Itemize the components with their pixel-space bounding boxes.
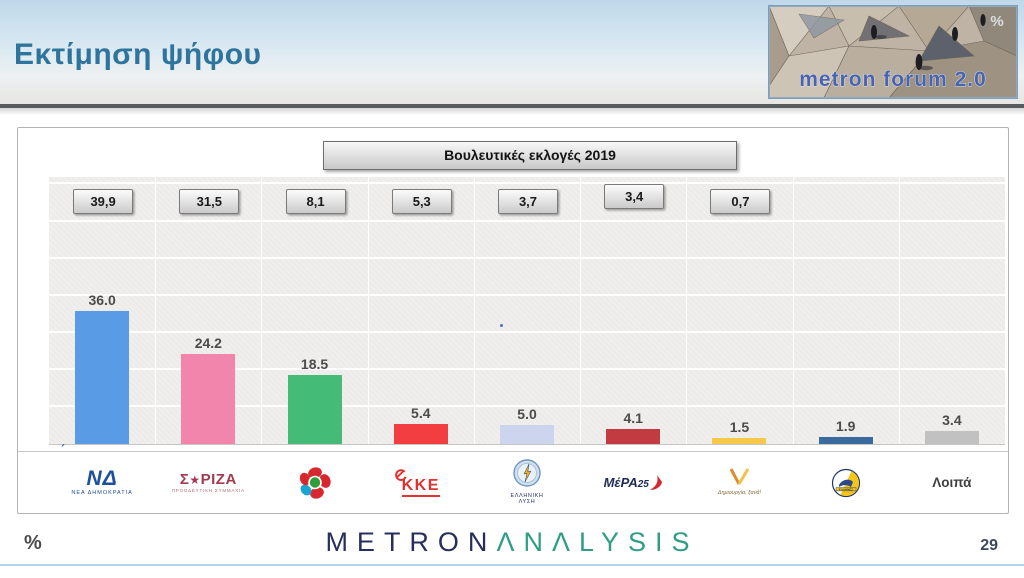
election-2019-value-box: 3,7	[498, 189, 558, 214]
bar-ΣΥΡΙΖΑ	[181, 354, 236, 444]
bar-Δημιουργία Ξανά	[712, 438, 767, 444]
compass-icon	[513, 459, 541, 487]
bar-ΚΚΕ	[393, 423, 448, 444]
bar-value-label: 5.4	[411, 404, 431, 421]
election-2019-value-box: 0,7	[710, 189, 771, 214]
party-cell-mera25: ΜέΡΑ25	[580, 452, 686, 513]
gridline	[49, 367, 1005, 370]
header-divider	[0, 104, 1024, 108]
svg-text:ΕΛΛΗΝΕΣ: ΕΛΛΗΝΕΣ	[839, 487, 853, 491]
gridline	[49, 256, 1005, 259]
nd-logo-icon: ΝΔ ´ ΝΕΑ ΔΗΜΟΚΡΑΤΙΑ	[61, 442, 133, 497]
mera25-logo-icon: ΜέΡΑ25	[604, 474, 663, 492]
gridline	[49, 219, 1005, 222]
kke-logo-icon: ΚΚΕ	[394, 468, 440, 497]
gridline	[49, 293, 1005, 296]
bar-value-label: 4.1	[623, 409, 643, 426]
brand-analysis: ΛNΛLYSIS	[496, 527, 699, 557]
percent-watermark-icon: %	[990, 13, 1003, 30]
elliniki-lysi-logo-icon: ΕΛΛΗΝΙΚΗ ΛΥΣΗ	[511, 459, 544, 506]
party-cell-syriza: Σ★ΡΙΖΑ ΠΡΟΟΔΕΥΤΙΚΗ ΣΥΜΜΑΧΙΑ	[155, 452, 261, 513]
bar-Λοιπά	[924, 431, 979, 444]
brand-metron: METRON	[325, 527, 497, 557]
plot-area: 36.0 39,9 24.2 31,5 18.5 8,1 5.4 5,3 5.0 3,7 4.1 3,…	[49, 177, 1005, 445]
metron-forum-wordmark: metron forum 2.0	[799, 68, 987, 91]
bar-ΕΛΛΗΝΕΣ	[818, 436, 873, 444]
gridline	[49, 330, 1005, 333]
election-2019-value-box: 8,1	[285, 189, 346, 214]
legend: ΝΔ ´ ΝΕΑ ΔΗΜΟΚΡΑΤΙΑ Σ★ΡΙΖΑ ΠΡΟΟΔΕΥΤΙΚΗ ΣΥ…	[18, 442, 1008, 513]
party-cell-nd: ΝΔ ´ ΝΕΑ ΔΗΜΟΚΡΑΤΙΑ	[49, 442, 155, 513]
red-swoosh-icon	[649, 474, 662, 490]
bar-ΜέΡΑ25	[606, 428, 661, 444]
election-2019-value-box: 39,9	[73, 189, 134, 214]
column-separator	[686, 177, 688, 444]
syriza-logo-icon: Σ★ΡΙΖΑ ΠΡΟΟΔΕΥΤΙΚΗ ΣΥΜΜΑΧΙΑ	[171, 470, 245, 493]
bar-value-label: 3.4	[942, 412, 962, 429]
bar-ΠΑΣΟΚ/ΚΙΝΑΛ	[287, 375, 342, 444]
party-logo-row: ΝΔ ´ ΝΕΑ ΔΗΜΟΚΡΑΤΙΑ Σ★ΡΙΖΑ ΠΡΟΟΔΕΥΤΙΚΗ ΣΥ…	[49, 442, 1005, 513]
bar-value-label: 1.9	[835, 417, 856, 434]
bar-value-label: 18.5	[300, 356, 329, 373]
column-separator	[261, 177, 263, 444]
header-shadow	[0, 108, 1024, 115]
column-separator	[898, 177, 900, 444]
column-separator	[580, 177, 582, 444]
hammer-sickle-icon	[394, 468, 407, 481]
chart-panel: Βουλευτικές εκλογές 2019 36.0 39,9 24.2 31,…	[17, 127, 1009, 514]
bar-value-label: 5.0	[517, 406, 537, 423]
people-silhouettes-icon	[871, 14, 986, 71]
stray-dot	[500, 324, 503, 327]
election-2019-value-box: 31,5	[179, 189, 240, 214]
page-number: 29	[980, 537, 998, 554]
header: Εκτίμηση ψήφου	[0, 0, 1024, 104]
page-title: Εκτίμηση ψήφου	[14, 38, 262, 71]
party-cell-ellines: ΕΛΛΗΝΕΣ	[793, 452, 899, 513]
election-2019-value-box: 5,3	[391, 189, 452, 214]
bottom-edge-line	[0, 564, 1024, 566]
comparison-title-box: Βουλευτικές εκλογές 2019	[323, 141, 737, 170]
bar-value-label: 1.5	[729, 419, 750, 436]
bar-value-label: 24.2	[194, 335, 222, 352]
footer-percent-label: %	[24, 532, 42, 554]
pasok-flower-icon	[299, 466, 331, 499]
party-cell-pasok	[261, 452, 367, 513]
ellines-logo-icon: ΕΛΛΗΝΕΣ	[831, 468, 860, 497]
loipa-label: Λοιπά	[932, 475, 972, 490]
footer-brand-logo: METRONΛNΛLYSIS	[0, 527, 1024, 558]
column-separator	[473, 177, 475, 444]
metron-forum-image: % metron forum 2.0	[768, 5, 1018, 99]
party-cell-elysi: ΕΛΛΗΝΙΚΗ ΛΥΣΗ	[474, 452, 580, 513]
party-cell-dimiourgia: Δημιουργία, ξανά!	[686, 452, 792, 513]
dimiourgia-xana-logo-icon: Δημιουργία, ξανά!	[718, 468, 761, 497]
bar-value-label: 36.0	[88, 291, 116, 308]
orange-v-icon	[730, 468, 750, 485]
party-cell-loipa: Λοιπά	[899, 452, 1005, 513]
bar-ΝΕΑ ΔΗΜΟΚΡΑΤΙΑ	[75, 310, 130, 444]
gridline	[49, 182, 1005, 185]
column-separator	[367, 177, 369, 444]
gridline	[49, 404, 1005, 407]
column-separator	[792, 177, 794, 444]
column-separator	[155, 177, 157, 444]
election-2019-value-box: 3,4	[604, 184, 665, 209]
party-cell-kke: ΚΚΕ	[368, 452, 474, 513]
bar-ΕΛΛΗΝΙΚΗ ΛΥΣΗ	[500, 425, 554, 444]
